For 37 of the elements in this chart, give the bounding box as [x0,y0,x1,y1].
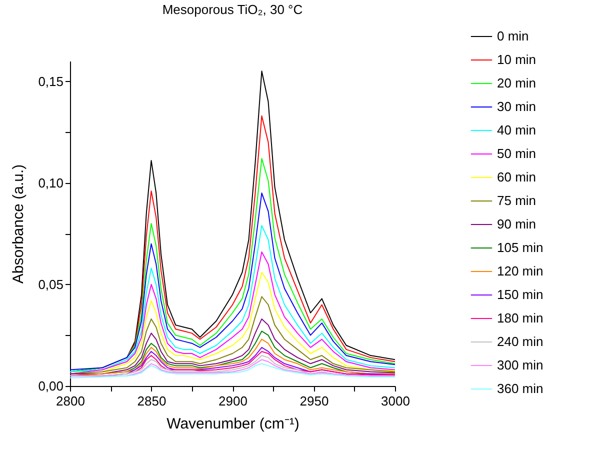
line-series [70,225,396,372]
chart-title: Mesoporous TiO₂, 30 °C [162,2,303,17]
line-series [70,318,396,374]
legend-label: 40 min [497,122,536,138]
line-series [70,363,396,378]
x-tick-label: 2950 [300,394,329,408]
legend-label: 50 min [497,146,536,161]
legend-label: 240 min [497,334,544,349]
legend-label: 20 min [497,76,536,90]
legend-label: 120 min [497,264,544,278]
legend-label: 360 min [497,381,544,396]
x-tick-label: 2850 [137,394,166,408]
y-tick-label: 0,15 [38,74,64,89]
x-tick-label: 3000 [381,394,410,408]
line-series [70,158,396,372]
line-series [70,251,396,374]
legend-label: 150 min [497,287,544,302]
legend-label: 10 min [497,52,536,67]
legend-label: 300 min [497,358,544,372]
line-series [70,192,396,370]
legend-label: 30 min [497,99,536,114]
y-tick-label: 0,05 [38,276,64,292]
legend-label: 90 min [497,216,536,232]
x-axis-title: Wavenumber (cm⁻¹) [166,416,300,432]
legend-label: 0 min [497,28,529,44]
y-axis-title: Absorbance (a.u.) [10,164,28,284]
line-series [70,338,396,376]
line-series [70,359,396,376]
x-tick-label: 2900 [218,394,248,408]
legend-label: 180 min [497,310,544,326]
legend-label: 75 min [497,193,536,208]
y-tick-label: 0,10 [38,175,64,190]
legend-label: 60 min [497,170,536,184]
line-series [70,296,396,374]
y-tick-label: 0,00 [38,378,64,394]
x-tick-label: 2800 [56,394,85,408]
legend-label: 105 min [497,240,544,255]
